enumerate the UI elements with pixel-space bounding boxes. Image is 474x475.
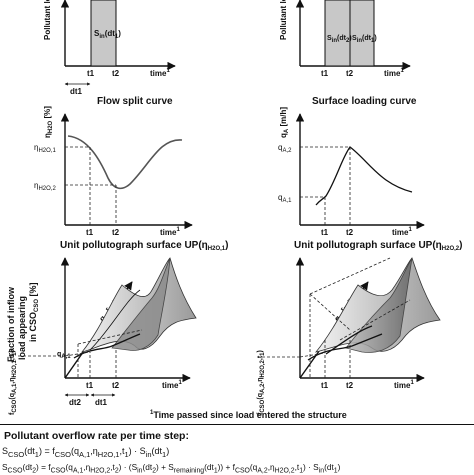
svg-text:time1: time1 [384, 68, 404, 78]
input-bar-dt1 [349, 0, 375, 67]
tick-t2: t2 [112, 381, 120, 390]
panel-title: Unit pollutograph surface UP(η [294, 240, 442, 251]
svg-text:fCSO(qA,1,ηH2O,1,t1): fCSO(qA,1,ηH2O,1,t1) [9, 350, 18, 415]
footnote-marker: 1 [150, 410, 154, 416]
svg-text:Sin(dt1): Sin(dt1) [94, 29, 121, 40]
svg-text:ηH2O [%]: ηH2O [%] [43, 106, 54, 138]
svg-text:time1: time1 [150, 68, 170, 78]
svg-text:qA [m/h]: qA [m/h] [279, 107, 290, 138]
y-axis-label: Pollutant lo [279, 0, 288, 40]
svg-text:Sin(dt1): Sin(dt1) [352, 35, 377, 44]
y-axis-label-line2: load appearing [17, 296, 27, 360]
svg-text:time1: time1 [392, 227, 412, 237]
svg-text:in CSOCSO [%]: in CSOCSO [%] [28, 282, 40, 342]
tick-t1: t1 [321, 228, 329, 237]
tick-t1: t1 [86, 381, 94, 390]
interval-label: dt1 [70, 87, 83, 96]
svg-text:1Time passed since load entere: 1Time passed since load entered the stru… [150, 410, 347, 420]
svg-text:time1: time1 [394, 380, 414, 390]
footnote-text: Time passed since load entered the struc… [153, 410, 346, 420]
y-axis-label: Pollutant lo [43, 0, 52, 40]
bar-label: S [94, 29, 100, 38]
svg-text:ηH2O,1: ηH2O,1 [34, 143, 56, 154]
svg-text:qA,1: qA,1 [278, 193, 292, 204]
input-bar-dt1 [90, 0, 117, 67]
cso-curve [73, 333, 141, 359]
interval-dt2: dt2 [69, 398, 82, 407]
svg-text:Unit pollutograph surface UP(η: Unit pollutograph surface UP(ηH2O,1) [60, 240, 228, 252]
unit-pollutograph-left-panel: Unit pollutograph surface UP(ηH2O,1) Fra… [6, 240, 228, 415]
unit-pollutograph-right-panel: Unit pollutograph surface UP(ηH2O,2) qA … [257, 240, 462, 415]
flow-split-curve [67, 135, 183, 190]
tick-t1: t1 [321, 69, 329, 78]
x-axis-label: time [150, 69, 167, 78]
panel-title: Unit pollutograph surface UP(η [60, 240, 208, 251]
equation-dt1: SCSO(dt1) = fCSO(qA,1,ηH2O,1,t1) · Sin(d… [2, 446, 170, 459]
tick-t2: t2 [112, 69, 120, 78]
equation-box [0, 424, 474, 475]
equation-dt2: SCSO(dt2) = fCSO(qA,1,ηH2O,2,t2) · (Sin(… [2, 462, 341, 475]
panel-title: Surface loading curve [312, 96, 417, 107]
tick-t1: t1 [87, 69, 95, 78]
interval-dt1: dt1 [95, 398, 108, 407]
tick-t1: t1 [86, 228, 94, 237]
tick-t2: t2 [346, 69, 354, 78]
tick-t2: t2 [346, 381, 354, 390]
svg-text:Sin(dt2): Sin(dt2) [327, 35, 352, 44]
tick-t2: t2 [346, 228, 354, 237]
svg-text:time1: time1 [160, 227, 180, 237]
svg-text:qA,2: qA,2 [278, 143, 292, 154]
svg-text:qA,1: qA,1 [57, 351, 71, 360]
svg-text:Unit pollutograph surface UP(η: Unit pollutograph surface UP(ηH2O,2) [294, 240, 462, 252]
input-load-panel-left: Pollutant lo Sin(dt1) t1 t2 time1 dt1 [43, 0, 176, 96]
tick-t1: t1 [321, 381, 329, 390]
surface-loading-curve [315, 146, 413, 206]
svg-text:fCSO(qA,2,ηH2O,2,t1): fCSO(qA,2,ηH2O,2,t1) [257, 350, 266, 415]
x-axis-label: time [384, 69, 401, 78]
input-bar-dt2 [324, 0, 351, 67]
cso-curve [307, 333, 383, 361]
svg-text:time1: time1 [162, 380, 182, 390]
equation-title: Pollutant overflow rate per time step: [4, 430, 189, 442]
tick-t2: t2 [112, 228, 120, 237]
surface-loading-panel: Surface loading curve qA [m/h] qA,2 qA,1… [278, 96, 425, 237]
y-axis-label-line3: in CSO [28, 312, 38, 342]
input-load-panel-right: Pollutant lo Sin(dt2) Sin(dt1) t1 t2 tim… [279, 0, 411, 78]
flow-split-panel: Flow split curve ηH2O [%] ηH2O,1 ηH2O,2 … [34, 96, 193, 237]
panel-title: Flow split curve [97, 96, 173, 107]
y-axis-label-line1: Fraction of inflow [6, 286, 16, 362]
svg-text:ηH2O,2: ηH2O,2 [34, 181, 56, 192]
